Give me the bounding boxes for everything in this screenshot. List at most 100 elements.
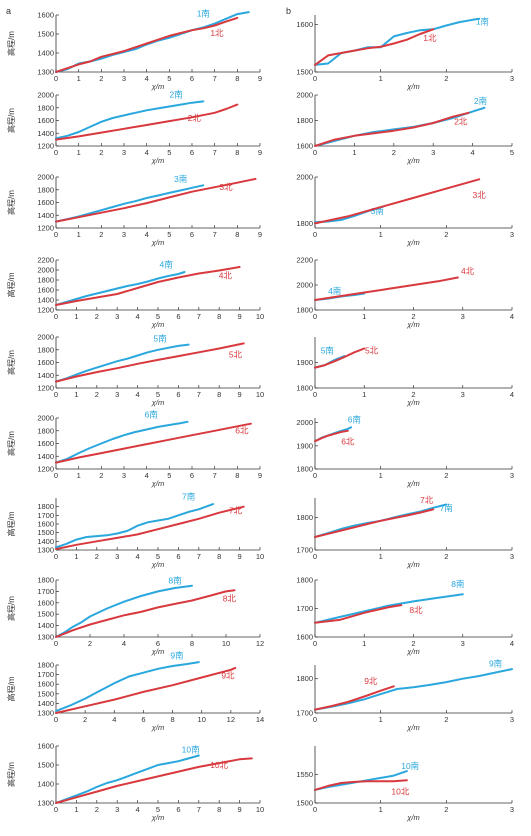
y-tick-label: 1800 [296,384,313,393]
x-tick-label: 9 [258,74,262,83]
series-label-5南: 5南 [321,346,334,356]
x-tick-label: 8 [217,552,221,561]
y-axis-label: 高程/m [6,596,16,621]
x-tick-label: 1 [379,552,383,561]
x-tick-label: 0 [313,715,317,724]
series-label-1南: 1南 [197,9,210,19]
y-tick-label: 1300 [37,799,54,808]
y-tick-label: 1400 [37,129,54,138]
y-tick-label: 1700 [296,604,313,613]
y-tick-label: 1800 [296,306,313,315]
y-tick-label: 1600 [296,142,313,151]
y-tick-label: 1200 [37,142,54,151]
chart-a-2: 0 1 2 3 4 5 6 7 8 9 1200 1400 1600 1800 2000 χ/m 高程/m 2南 2… [6,90,262,165]
series-line-2北 [314,111,470,147]
chart-b-2: 0 1 2 3 4 5 1600 1800 2000 χ/m 2南 2北 [296,91,514,166]
x-tick-label: 8 [235,471,239,480]
series-line-9北 [55,666,237,714]
x-tick-label: 2 [95,390,99,399]
x-tick-label: 5 [156,805,160,814]
x-axis-label: χ/m [151,647,164,656]
x-axis-label: χ/m [151,320,164,329]
y-tick-label: 1700 [37,511,54,520]
x-tick-label: 0 [54,552,58,561]
x-tick-label: 0 [313,312,317,321]
series-label-2北: 2北 [454,116,468,126]
x-tick-label: 10 [198,715,206,724]
series-label-8南: 8南 [451,579,464,589]
x-tick-label: 3 [461,390,465,399]
x-tick-label: 7 [197,312,201,321]
y-tick-label: 1800 [296,674,313,683]
x-tick-label: 5 [156,552,160,561]
chart-b-10: 0 1 2 3 1500 1550 χ/m 10南 10北 [296,746,514,822]
y-tick-label: 1600 [37,742,54,751]
y-tick-label: 1500 [37,610,54,619]
x-axis-label: χ/m [406,156,419,165]
x-tick-label: 1 [74,312,78,321]
y-tick-label: 1800 [296,465,313,474]
x-tick-label: 1 [77,74,81,83]
x-tick-label: 1 [77,230,81,239]
x-tick-label: 0 [54,74,58,83]
series-label-7南: 7南 [440,503,453,513]
series-line-2南 [55,100,205,140]
y-tick-label: 1800 [37,661,54,670]
x-tick-label: 7 [213,230,217,239]
series-label-10北: 10北 [210,760,228,770]
y-tick-label: 1800 [296,513,313,522]
y-tick-label: 1500 [37,528,54,537]
x-tick-label: 4 [145,230,149,239]
x-tick-label: 3 [122,74,126,83]
series-label-3南: 3南 [174,174,187,184]
x-tick-label: 2 [411,312,415,321]
y-tick-label: 1500 [296,799,313,808]
y-tick-label: 1600 [37,286,54,295]
series-line-5南 [55,343,190,383]
chart-a-6: 0 1 2 3 4 5 6 7 8 9 1200 1400 1600 1800 2000 χ/m 高程/m 6南 6… [6,409,262,488]
x-tick-label: 10 [256,552,264,561]
x-tick-label: 8 [235,74,239,83]
series-line-4北 [55,266,241,306]
y-tick-label: 1600 [37,358,54,367]
series-label-4南: 4南 [160,260,173,270]
x-tick-label: 5 [167,74,171,83]
x-tick-label: 1 [379,74,383,83]
y-axis-label: 高程/m [6,511,16,536]
x-tick-label: 8 [235,230,239,239]
y-axis-label: 高程/m [6,676,16,701]
y-tick-label: 1300 [37,633,54,642]
x-axis-label: χ/m [406,398,419,407]
y-tick-label: 1600 [37,520,54,529]
series-label-7南: 7南 [182,492,195,502]
x-tick-label: 3 [510,552,514,561]
x-tick-label: 4 [122,639,126,648]
x-tick-label: 4 [471,148,475,157]
x-tick-label: 2 [392,148,396,157]
x-tick-label: 4 [510,639,514,648]
series-line-7南 [55,503,215,549]
chart-b-4: 0 1 2 3 4 1800 2000 2200 χ/m 4南 4北 [296,256,514,330]
x-tick-label: 8 [170,715,174,724]
y-tick-label: 1600 [37,598,54,607]
series-line-10南 [55,754,200,804]
series-line-8北 [55,589,236,638]
y-tick-label: 1700 [296,709,313,718]
series-line-3南 [55,184,205,223]
y-tick-label: 1200 [37,384,54,393]
y-tick-label: 1600 [296,20,313,29]
series-label-6北: 6北 [235,425,249,435]
y-tick-label: 1600 [37,11,54,20]
x-axis-label: χ/m [151,479,164,488]
x-tick-label: 3 [510,471,514,480]
y-tick-label: 1800 [296,576,313,585]
x-tick-label: 10 [222,639,230,648]
x-tick-label: 9 [238,552,242,561]
series-label-5南: 5南 [153,333,166,343]
y-tick-label: 1400 [37,296,54,305]
x-tick-label: 1 [74,552,78,561]
